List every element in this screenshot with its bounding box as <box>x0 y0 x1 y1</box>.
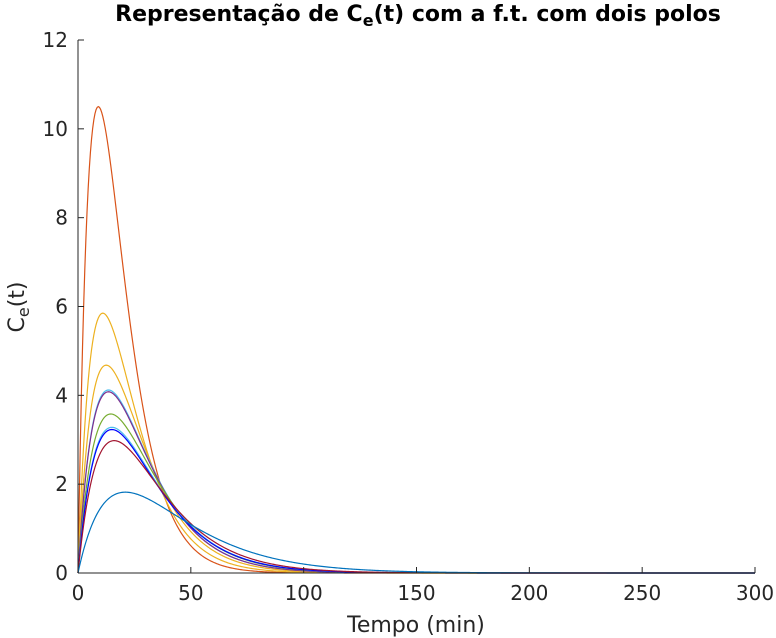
y-tick-label-4: 4 <box>55 383 68 407</box>
series-line-1 <box>77 105 755 574</box>
y-tick-label-8: 8 <box>55 206 68 230</box>
y-axis-label-subscript: e <box>14 307 33 317</box>
x-tick-label-50: 50 <box>178 581 203 605</box>
chart-title-subscript: e <box>363 11 374 30</box>
series-line-7 <box>77 426 755 574</box>
x-tick-label-250: 250 <box>623 581 661 605</box>
y-tick-label-2: 2 <box>55 472 68 496</box>
y-tick-label-0: 0 <box>55 561 68 585</box>
series-line-5 <box>77 391 755 574</box>
y-axis-label-main: C <box>5 317 30 332</box>
series-line-2 <box>77 312 755 574</box>
y-axis-label-suffix: (t) <box>5 281 30 307</box>
chart-title-suffix: (t) com a f.t. com dois polos <box>374 2 721 27</box>
y-axis-label: Ce(t) <box>5 281 33 332</box>
x-tick-label-300: 300 <box>736 581 774 605</box>
y-tick-label-6: 6 <box>55 295 68 319</box>
x-axis-label: Tempo (min) <box>346 613 485 638</box>
y-tick-label-12: 12 <box>43 28 68 52</box>
x-tick-label-0: 0 <box>72 581 85 605</box>
series-line-10 <box>77 491 755 574</box>
series-line-9 <box>77 440 755 574</box>
plot-area: 0 50 100 150 200 250 300 0 2 4 6 8 10 12 <box>43 28 775 605</box>
y-tick-label-10: 10 <box>43 117 68 141</box>
x-tick-label-150: 150 <box>397 581 435 605</box>
x-tick-label-100: 100 <box>285 581 323 605</box>
series-line-6 <box>77 413 755 574</box>
x-tick-label-200: 200 <box>510 581 548 605</box>
chart-title: Representação de Ce(t) com a f.t. com do… <box>115 2 721 30</box>
chart-title-prefix: Representação de C <box>115 2 363 27</box>
series-line-8 <box>77 428 755 574</box>
series-line-3 <box>77 364 755 574</box>
series-line-4 <box>77 389 755 574</box>
